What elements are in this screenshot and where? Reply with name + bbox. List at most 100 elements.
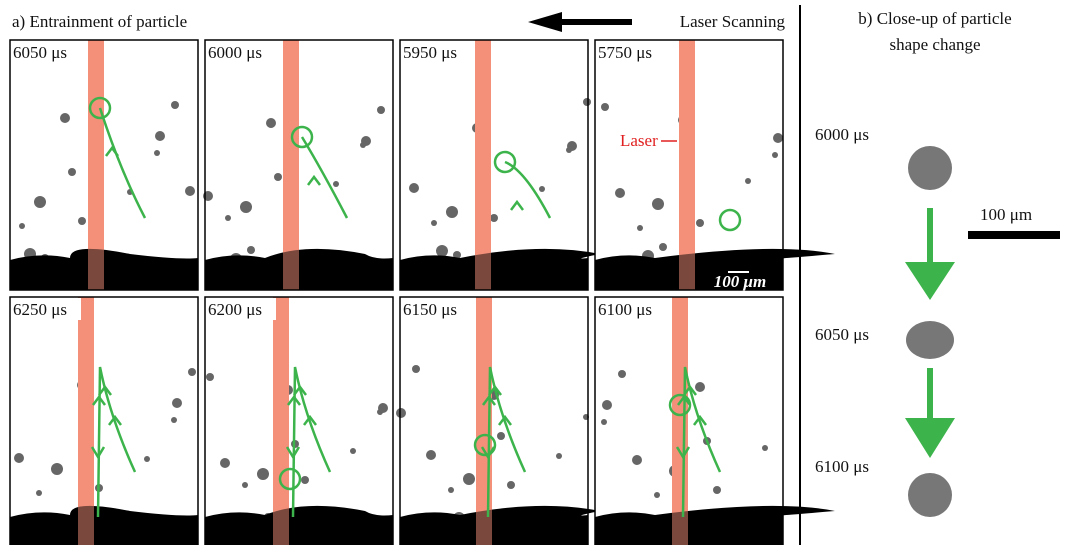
particle-closeup xyxy=(908,146,952,190)
panel-b-title: b) Close-up of particle xyxy=(858,9,1011,28)
particle xyxy=(695,382,705,392)
particle xyxy=(601,103,609,111)
particle xyxy=(257,468,269,480)
particle xyxy=(144,456,150,462)
laser-overlay xyxy=(672,505,688,545)
time-label: 6050 μs xyxy=(815,325,869,344)
particle xyxy=(652,198,664,210)
particle xyxy=(154,150,160,156)
particle xyxy=(240,201,252,213)
time-label: 6200 μs xyxy=(208,300,262,319)
particle xyxy=(377,106,385,114)
particle xyxy=(566,147,572,153)
panel-a-title: a) Entrainment of particle xyxy=(12,12,187,31)
arrow-head xyxy=(905,418,955,458)
laser-overlay xyxy=(476,505,492,545)
frame: 6000 μs xyxy=(203,40,393,290)
time-label: 5950 μs xyxy=(403,43,457,62)
laser-label: Laser xyxy=(620,131,658,150)
particle xyxy=(206,373,214,381)
particle xyxy=(556,453,562,459)
laser-overlay xyxy=(283,248,299,290)
particle xyxy=(615,188,625,198)
scan-arrow-head xyxy=(528,12,562,32)
particle xyxy=(333,181,339,187)
particle xyxy=(497,432,505,440)
particle xyxy=(490,214,498,222)
particle xyxy=(426,450,436,460)
particle xyxy=(247,246,255,254)
particle xyxy=(60,113,70,123)
particle xyxy=(618,370,626,378)
particle xyxy=(19,223,25,229)
frame: 6250 μs xyxy=(10,297,198,545)
particle xyxy=(242,482,248,488)
particle xyxy=(274,173,282,181)
particle xyxy=(172,398,182,408)
particle xyxy=(654,492,660,498)
particle xyxy=(745,178,751,184)
particle xyxy=(446,206,458,218)
particle-closeup xyxy=(906,321,954,359)
particle xyxy=(360,142,366,148)
particle xyxy=(773,133,783,143)
time-label: 6000 μs xyxy=(208,43,262,62)
frame: 6150 μs xyxy=(396,297,600,545)
particle xyxy=(34,196,46,208)
particle xyxy=(507,481,515,489)
particle xyxy=(448,487,454,493)
time-label: 6250 μs xyxy=(13,300,67,319)
time-label: 6150 μs xyxy=(403,300,457,319)
time-label: 6100 μs xyxy=(815,457,869,476)
particle xyxy=(78,217,86,225)
laser-overlay xyxy=(78,505,94,545)
particle xyxy=(409,183,419,193)
particle xyxy=(225,215,231,221)
particle xyxy=(36,490,42,496)
particle xyxy=(436,245,448,257)
particle xyxy=(602,400,612,410)
particle xyxy=(155,131,165,141)
particle xyxy=(463,473,475,485)
particle xyxy=(601,419,607,425)
time-label: 5750 μs xyxy=(598,43,652,62)
particle xyxy=(396,408,406,418)
frame: 6050 μs xyxy=(10,40,198,290)
panel-b-title: shape change xyxy=(889,35,980,54)
time-label: 6050 μs xyxy=(13,43,67,62)
time-label: 6000 μs xyxy=(815,125,869,144)
particle-closeup xyxy=(908,473,952,517)
particle xyxy=(659,243,667,251)
particle xyxy=(762,445,768,451)
laser-overlay xyxy=(88,248,104,290)
arrow-head xyxy=(905,262,955,300)
particle xyxy=(185,186,195,196)
scan-label: Laser Scanning xyxy=(680,12,786,31)
time-label: 6100 μs xyxy=(598,300,652,319)
scale-label: 100 μm xyxy=(980,205,1032,224)
frame: 6200 μs xyxy=(205,297,393,545)
particle xyxy=(412,365,420,373)
figure: a) Entrainment of particle Laser Scannin… xyxy=(0,0,1068,545)
particle xyxy=(350,448,356,454)
particle xyxy=(188,368,196,376)
particle xyxy=(637,225,643,231)
particle xyxy=(220,458,230,468)
particle xyxy=(713,486,721,494)
particle xyxy=(301,476,309,484)
particle xyxy=(171,417,177,423)
particle xyxy=(632,455,642,465)
laser-overlay xyxy=(679,248,695,290)
laser-overlay xyxy=(273,505,289,545)
particle xyxy=(539,186,545,192)
particle xyxy=(696,219,704,227)
particle xyxy=(431,220,437,226)
particle xyxy=(68,168,76,176)
laser-overlay xyxy=(475,248,491,290)
particle xyxy=(772,152,778,158)
scale-label: 100 μm xyxy=(714,272,766,291)
particle xyxy=(51,463,63,475)
frame: 5950 μs xyxy=(400,40,600,290)
particle xyxy=(14,453,24,463)
particle xyxy=(377,409,383,415)
